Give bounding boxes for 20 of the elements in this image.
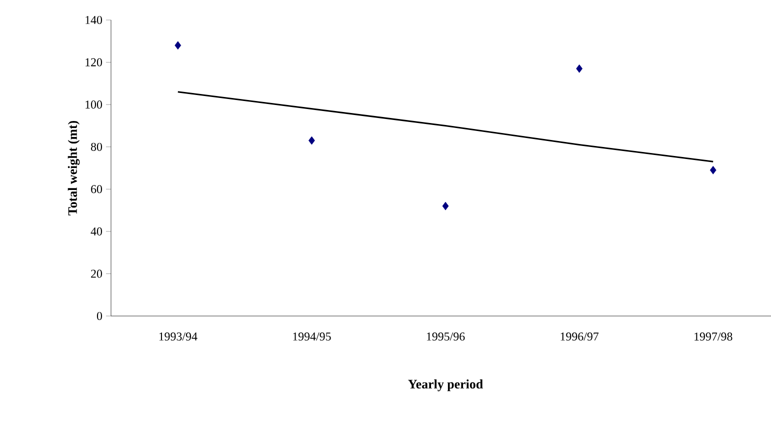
y-tick-label: 40 <box>90 227 102 236</box>
y-tick-label: 0 <box>96 312 102 320</box>
x-axis-title: Yearly period <box>408 379 483 392</box>
point <box>308 136 315 145</box>
y-tick-label: 120 <box>86 58 102 66</box>
y-tick-label: 140 <box>86 16 102 24</box>
y-axis-title: Total weight (mt) <box>68 120 80 216</box>
y-tick-label: 100 <box>86 100 102 109</box>
point <box>442 202 449 210</box>
point <box>174 41 182 50</box>
y-tick-label: 20 <box>91 270 102 278</box>
x-tick-label: 1993/94 <box>159 332 198 341</box>
x-tick-label: 1995/96 <box>426 332 465 341</box>
x-tick-label: 1994/95 <box>293 332 331 341</box>
x-tick-label: 1997/98 <box>694 332 732 341</box>
point <box>710 166 716 174</box>
point <box>576 64 583 73</box>
y-tick-label: 60 <box>91 185 102 194</box>
y-tick-label: 80 <box>90 142 102 151</box>
x-tick-label: 1996/97 <box>560 332 599 341</box>
